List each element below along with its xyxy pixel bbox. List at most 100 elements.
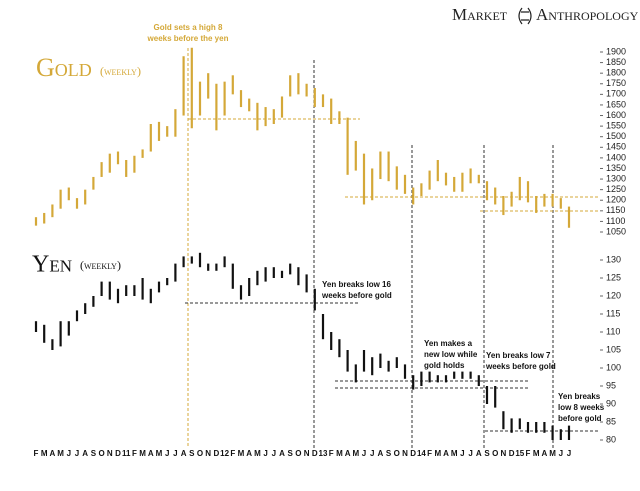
x-tick-label: F	[526, 449, 531, 458]
x-tick-label: A	[345, 449, 351, 458]
y-tick-label: 1850	[606, 57, 626, 67]
x-tick-label: J	[362, 449, 366, 458]
y-tick-label: 1450	[606, 142, 626, 152]
x-tick-label: A	[279, 449, 285, 458]
x-tick-label: D	[509, 449, 515, 458]
gold-subtitle: (weekly)	[100, 64, 141, 78]
x-tick-label: A	[542, 449, 548, 458]
x-tick-label: 11	[122, 449, 131, 458]
x-tick-label: 14	[417, 449, 426, 458]
x-tick-label: N	[304, 449, 310, 458]
y-tick-label: 125	[606, 272, 621, 282]
x-tick-label: D	[115, 449, 121, 458]
annotation: Yen breaks	[558, 392, 601, 401]
annotation: Yen makes a	[424, 339, 473, 348]
brand: Market Anthropology	[452, 5, 639, 25]
x-tick-label: O	[394, 449, 400, 458]
x-tick-label: J	[75, 449, 79, 458]
x-tick-label: N	[402, 449, 408, 458]
x-tick-label: S	[484, 449, 490, 458]
x-tick-label: D	[312, 449, 318, 458]
x-tick-label: S	[91, 449, 97, 458]
x-tick-label: 15	[515, 449, 524, 458]
x-tick-label: J	[67, 449, 71, 458]
x-tick-label: A	[50, 449, 56, 458]
x-tick-label: S	[189, 449, 195, 458]
x-tick-label: O	[295, 449, 301, 458]
y-tick-label: 1250	[606, 184, 626, 194]
y-tick-label: 1800	[606, 68, 626, 78]
y-tick-label: 1600	[606, 110, 626, 120]
x-tick-label: A	[148, 449, 154, 458]
x-tick-label: M	[451, 449, 458, 458]
x-tick-label: 13	[319, 449, 328, 458]
annotation: weeks before the yen	[147, 34, 229, 43]
annotation: weeks before gold	[485, 362, 556, 371]
x-tick-label: J	[370, 449, 374, 458]
x-tick-label: M	[156, 449, 163, 458]
y-tick-label: 1650	[606, 99, 626, 109]
x-tick-label: M	[533, 449, 540, 458]
x-tick-label: N	[107, 449, 113, 458]
y-tick-label: 100	[606, 362, 621, 372]
y-tick-label: 1100	[606, 216, 625, 226]
x-tick-label: O	[492, 449, 498, 458]
annotation: low 8 weeks	[558, 403, 605, 412]
x-tick-label: O	[197, 449, 203, 458]
x-tick-label: M	[238, 449, 245, 458]
x-tick-label: D	[410, 449, 416, 458]
x-tick-label: A	[378, 449, 384, 458]
x-tick-label: 12	[220, 449, 229, 458]
yen-subtitle: (weekly)	[80, 258, 121, 272]
brand-left: Market	[452, 5, 508, 24]
y-tick-label: 80	[606, 434, 616, 444]
x-tick-label: J	[567, 449, 571, 458]
gold-title: Gold	[36, 53, 92, 82]
x-tick-label: N	[205, 449, 211, 458]
y-tick-label: 130	[606, 254, 621, 264]
x-tick-label: M	[549, 449, 556, 458]
x-tick-label: M	[139, 449, 146, 458]
annotation: Gold sets a high 8	[154, 23, 223, 32]
x-tick-label: N	[501, 449, 507, 458]
x-tick-label: A	[181, 449, 187, 458]
annotation: weeks before gold	[321, 291, 392, 300]
x-tick-label: J	[460, 449, 464, 458]
x-tick-label: F	[230, 449, 235, 458]
x-tick-label: F	[34, 449, 39, 458]
y-tick-label: 105	[606, 344, 621, 354]
x-tick-label: J	[173, 449, 177, 458]
x-tick-label: F	[427, 449, 432, 458]
x-tick-label: M	[254, 449, 261, 458]
x-tick-label: A	[476, 449, 482, 458]
y-tick-label: 85	[606, 416, 616, 426]
y-tick-label: 1750	[606, 78, 626, 88]
x-tick-label: M	[336, 449, 343, 458]
y-tick-label: 1400	[606, 152, 626, 162]
y-tick-label: 1550	[606, 120, 626, 130]
brand-right: Anthropology	[536, 5, 639, 24]
y-tick-label: 1700	[606, 89, 626, 99]
yen-title: Yen	[32, 252, 72, 278]
x-tick-label: D	[214, 449, 220, 458]
x-tick-label: F	[329, 449, 334, 458]
y-tick-label: 90	[606, 398, 616, 408]
annotation: Yen breaks low 16	[322, 280, 391, 289]
y-tick-label: 115	[606, 308, 620, 318]
x-tick-label: M	[41, 449, 48, 458]
x-tick-label: F	[132, 449, 137, 458]
y-tick-label: 1300	[606, 173, 626, 183]
x-tick-label: M	[434, 449, 441, 458]
annotation: before gold	[558, 414, 602, 423]
x-tick-label: J	[165, 449, 169, 458]
y-tick-label: 120	[606, 290, 621, 300]
x-tick-label: M	[352, 449, 359, 458]
y-tick-label: 1500	[606, 131, 626, 141]
x-tick-label: J	[272, 449, 276, 458]
x-tick-label: S	[386, 449, 392, 458]
brand-logo	[518, 7, 532, 25]
y-tick-label: 110	[606, 326, 620, 336]
y-tick-label: 95	[606, 380, 616, 390]
